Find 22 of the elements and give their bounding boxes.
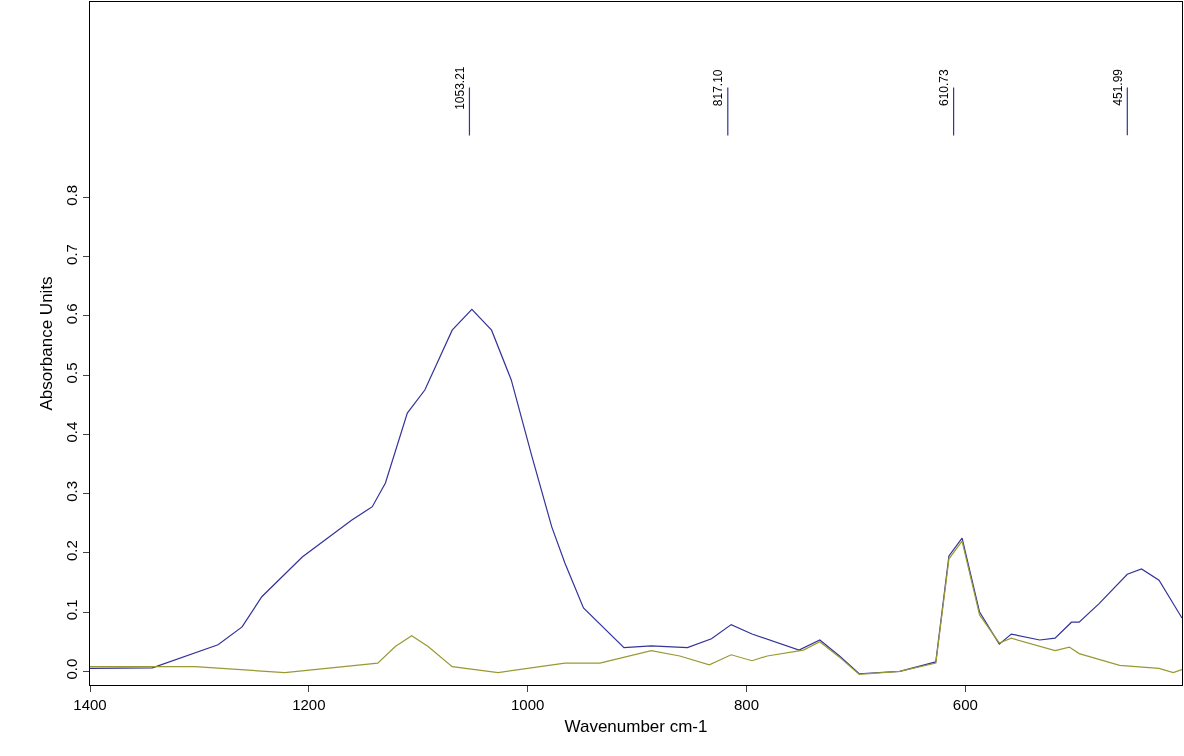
x-tick-label: 800 — [733, 696, 760, 713]
y-tick-label: 0.8 — [63, 184, 80, 206]
y-tick-label: 0.2 — [63, 540, 80, 562]
y-tick-label: 0.1 — [63, 599, 80, 621]
y-axis-title: Absorbance Units — [36, 276, 56, 411]
annotation: 817.10 — [711, 69, 726, 107]
line-series — [90, 308, 1182, 675]
y-tick-label: 0.0 — [63, 658, 80, 680]
y-tick-label: 0.3 — [63, 480, 80, 502]
annotation: 610.73 — [937, 68, 952, 106]
x-axis-title: Wavenumber cm-1 — [564, 717, 708, 737]
y-tick-label: 0.5 — [63, 362, 80, 384]
y-tick-label: 0.7 — [63, 244, 80, 265]
x-tick-label: 1200 — [292, 696, 326, 713]
line-series — [90, 540, 1182, 675]
x-tick-label: 600 — [952, 696, 978, 713]
x-tick-label: 1000 — [510, 696, 545, 713]
annotation: 451.99 — [1110, 68, 1125, 106]
y-tick-label: 0.4 — [63, 421, 80, 443]
annotation: 1053.21 — [453, 66, 468, 110]
x-tick-label: 1400 — [73, 696, 107, 713]
y-tick-label: 0.6 — [63, 303, 80, 325]
